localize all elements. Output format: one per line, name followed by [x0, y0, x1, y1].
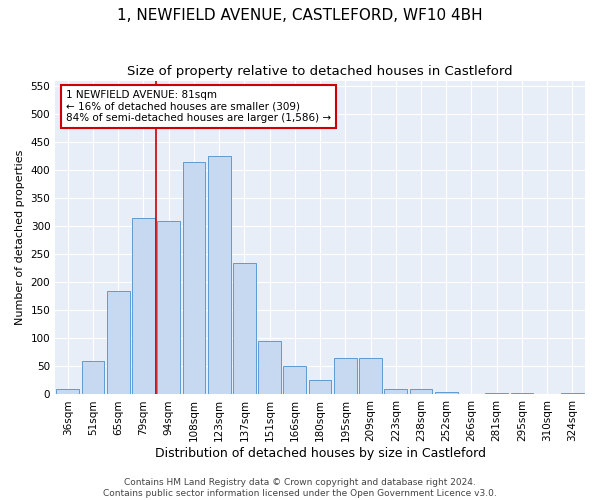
Bar — [359, 358, 382, 395]
Bar — [82, 361, 104, 394]
Bar — [157, 220, 180, 394]
Bar — [334, 358, 356, 395]
Bar — [233, 262, 256, 394]
Text: Contains HM Land Registry data © Crown copyright and database right 2024.
Contai: Contains HM Land Registry data © Crown c… — [103, 478, 497, 498]
Y-axis label: Number of detached properties: Number of detached properties — [15, 150, 25, 325]
Text: 1, NEWFIELD AVENUE, CASTLEFORD, WF10 4BH: 1, NEWFIELD AVENUE, CASTLEFORD, WF10 4BH — [117, 8, 483, 22]
Title: Size of property relative to detached houses in Castleford: Size of property relative to detached ho… — [127, 65, 513, 78]
Bar — [410, 389, 433, 394]
Bar — [208, 156, 230, 394]
Bar — [309, 380, 331, 394]
Bar — [385, 389, 407, 394]
X-axis label: Distribution of detached houses by size in Castleford: Distribution of detached houses by size … — [155, 447, 485, 460]
Bar — [132, 218, 155, 394]
Bar — [283, 366, 306, 394]
Bar — [485, 393, 508, 394]
Bar — [182, 162, 205, 394]
Bar — [107, 291, 130, 395]
Text: 1 NEWFIELD AVENUE: 81sqm
← 16% of detached houses are smaller (309)
84% of semi-: 1 NEWFIELD AVENUE: 81sqm ← 16% of detach… — [66, 90, 331, 123]
Bar — [56, 389, 79, 394]
Bar — [258, 341, 281, 394]
Bar — [435, 392, 458, 394]
